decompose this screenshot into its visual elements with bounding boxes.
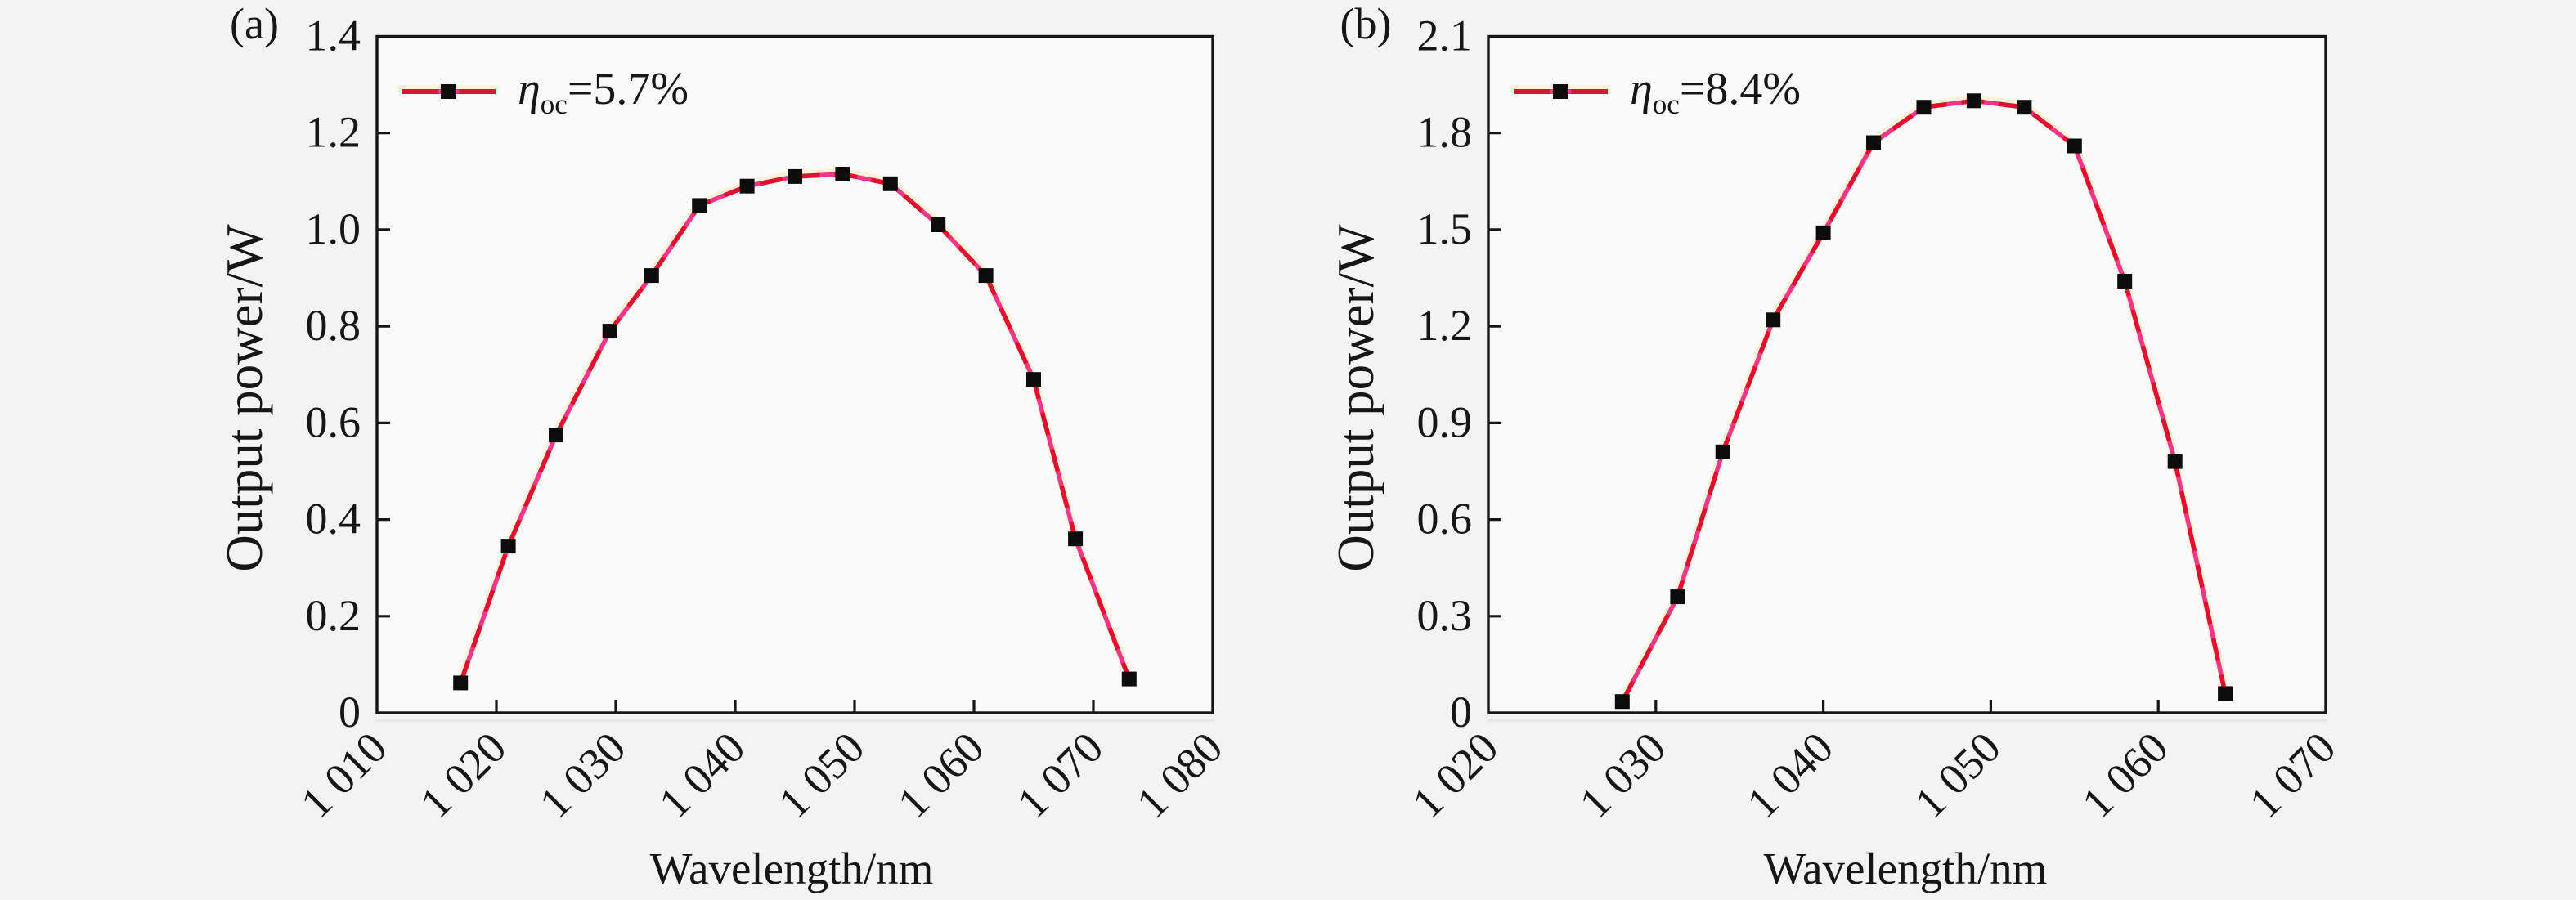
svg-text:(b): (b)	[1340, 0, 1392, 48]
svg-text:0: 0	[339, 687, 361, 737]
svg-text:2.1: 2.1	[1417, 11, 1473, 60]
svg-text:1.2: 1.2	[306, 108, 361, 157]
svg-text:0.9: 0.9	[1417, 397, 1473, 446]
svg-text:0: 0	[1450, 687, 1472, 737]
svg-text:Output power/W: Output power/W	[1327, 224, 1384, 572]
svg-text:1.4: 1.4	[306, 11, 361, 60]
svg-text:1.0: 1.0	[306, 204, 361, 253]
svg-text:0.6: 0.6	[306, 397, 361, 446]
svg-text:ηoc=8.4%: ηoc=8.4%	[1630, 64, 1801, 120]
svg-text:0.6: 0.6	[1417, 495, 1473, 544]
svg-text:Output power/W: Output power/W	[216, 224, 273, 572]
svg-text:0.4: 0.4	[306, 495, 361, 544]
svg-text:1.2: 1.2	[1417, 301, 1473, 350]
svg-text:Wavelength/nm: Wavelength/nm	[1764, 844, 2048, 893]
svg-text:Wavelength/nm: Wavelength/nm	[650, 844, 934, 893]
svg-text:(a): (a)	[230, 0, 279, 48]
svg-text:1.5: 1.5	[1417, 204, 1473, 253]
svg-text:1.8: 1.8	[1417, 108, 1473, 157]
svg-text:0.2: 0.2	[306, 591, 361, 640]
svg-text:0.3: 0.3	[1417, 591, 1473, 640]
svg-text:ηoc=5.7%: ηoc=5.7%	[518, 64, 689, 120]
svg-text:0.8: 0.8	[306, 301, 361, 350]
